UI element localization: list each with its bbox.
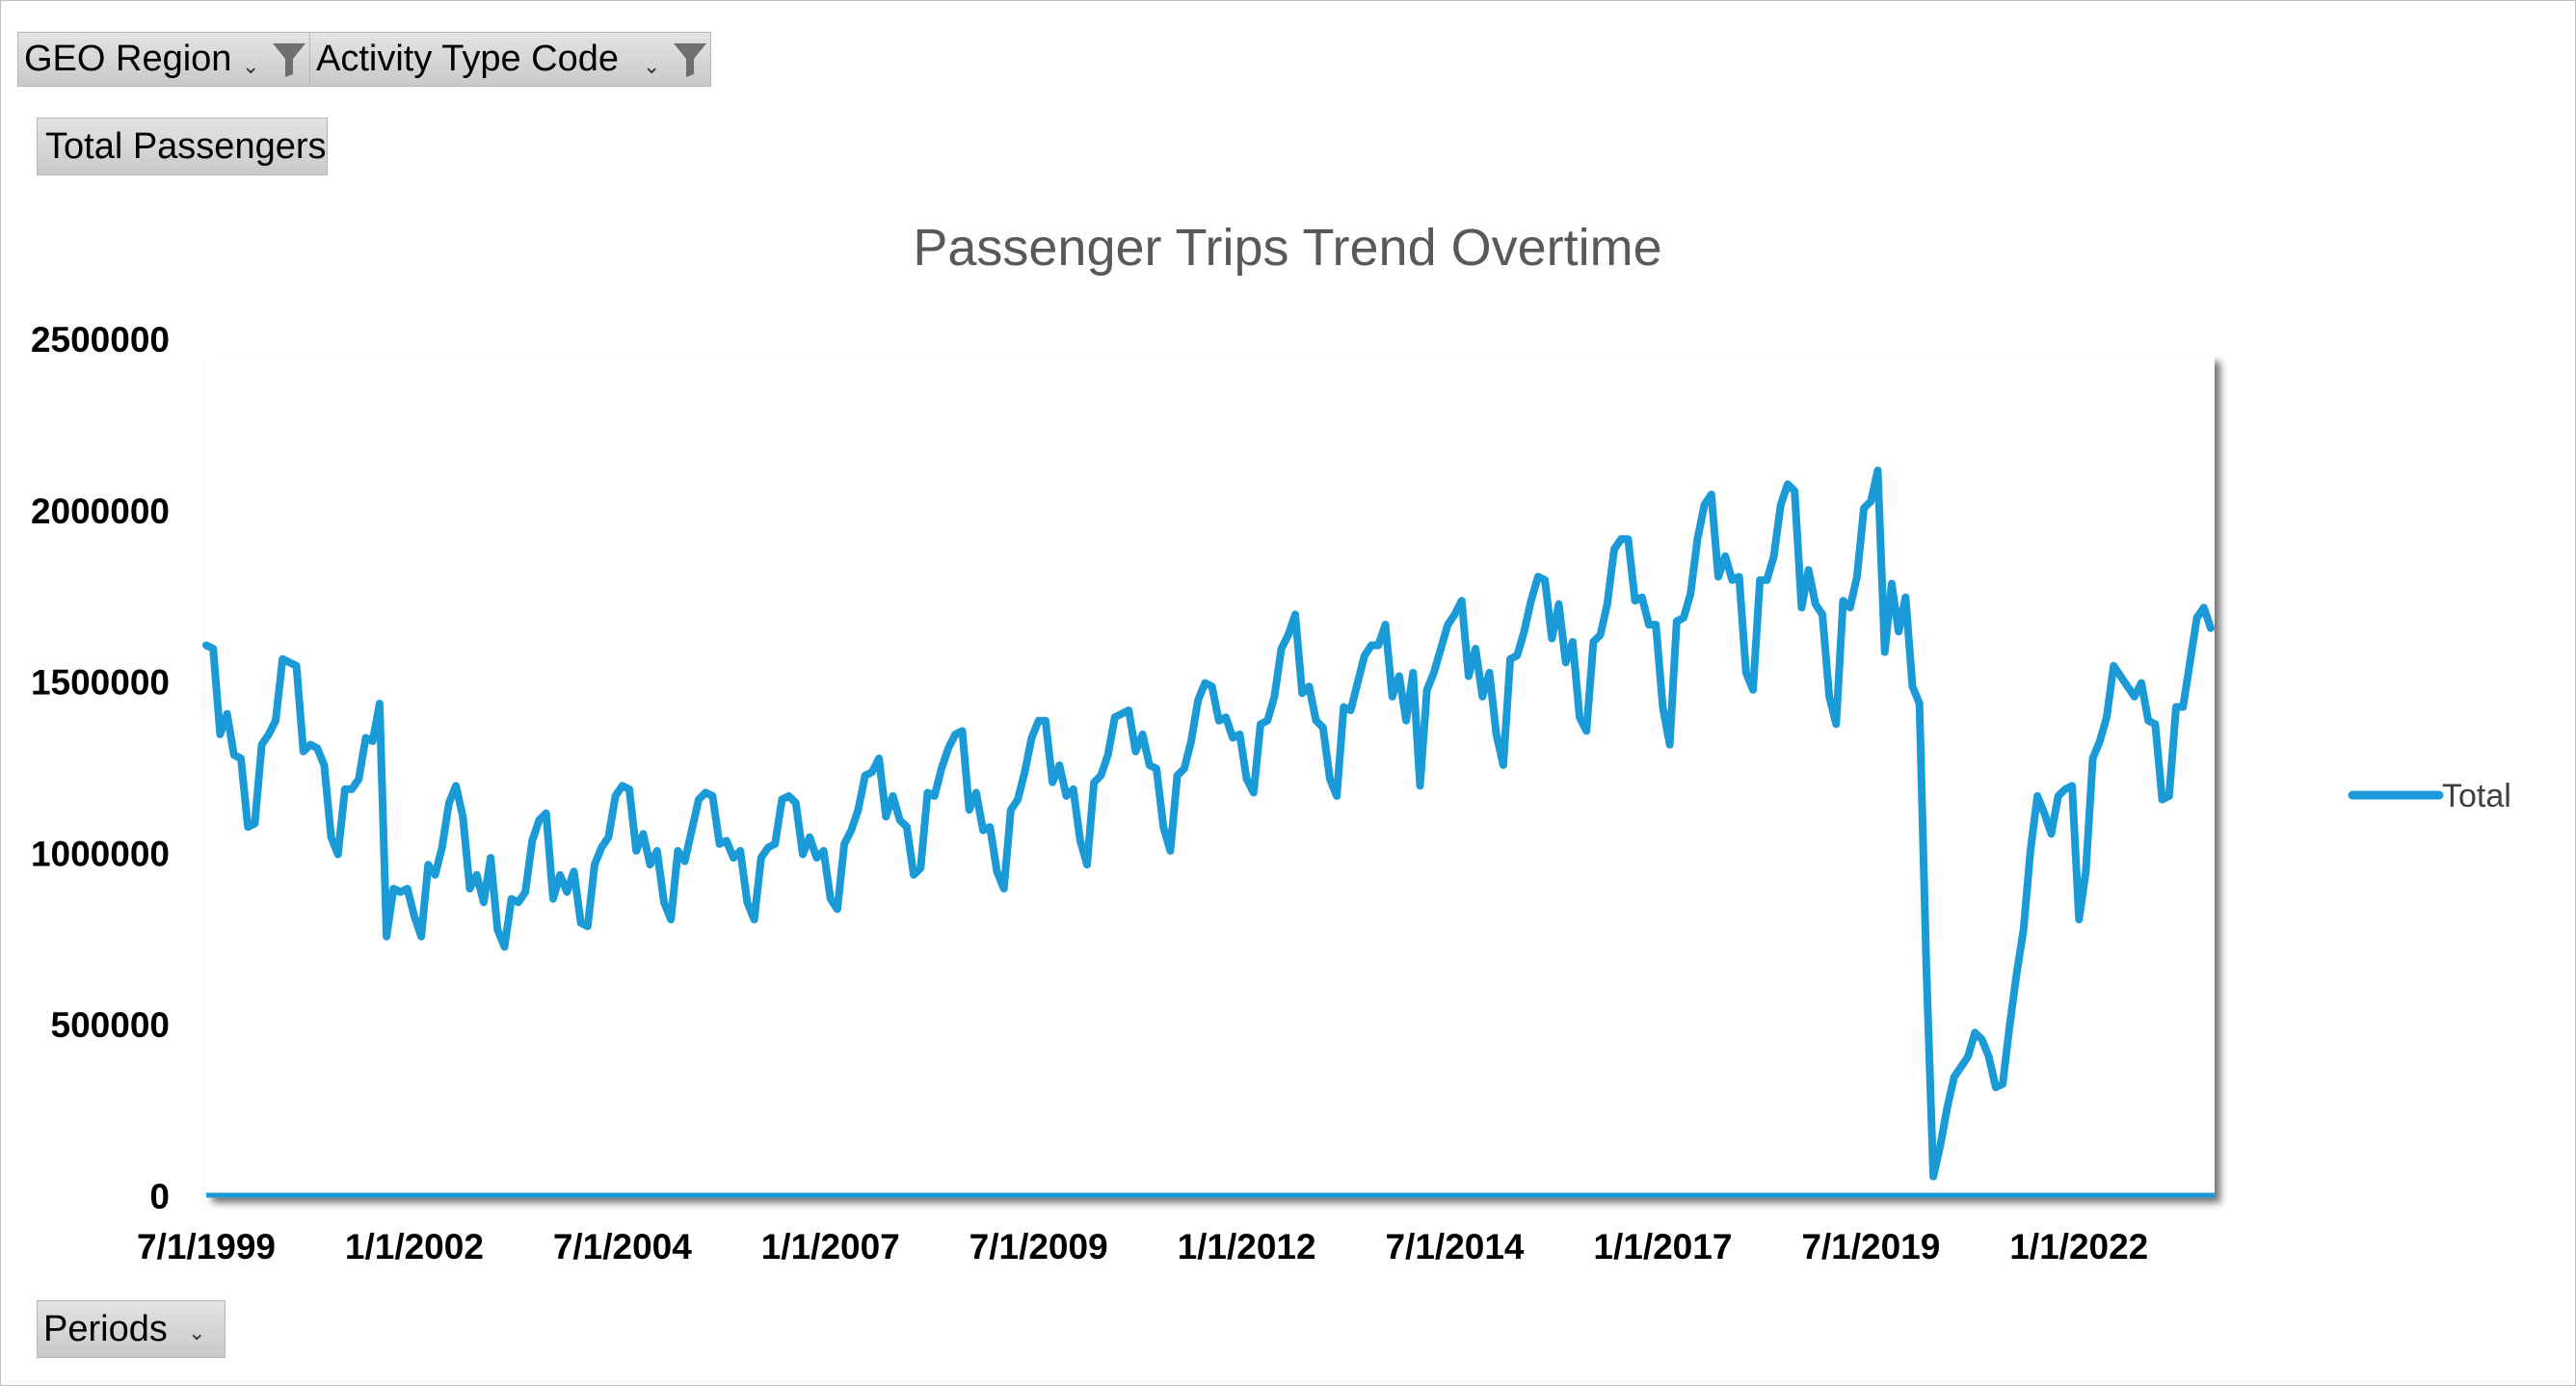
- y-axis: 0 500000 1000000 1500000 2000000 2500000: [31, 320, 170, 1216]
- geo-region-filter-button[interactable]: GEO Region ⌄: [17, 32, 311, 87]
- y-tick-label: 2500000: [31, 320, 170, 360]
- geo-region-filter-label: GEO Region: [24, 39, 232, 79]
- series-layer: [202, 466, 2215, 1181]
- chart-title: Passenger Trips Trend Overtime: [913, 219, 1661, 277]
- total-passengers-label: Total Passengers: [45, 125, 327, 167]
- periods-axis-button[interactable]: Periods ⌄: [37, 1300, 226, 1358]
- funnel-icon: [674, 43, 706, 77]
- y-tick-label: 2000000: [31, 492, 170, 531]
- x-tick-label: 7/1/2014: [1385, 1227, 1524, 1266]
- funnel-icon: [273, 43, 305, 77]
- y-tick-label: 1500000: [31, 663, 170, 703]
- activity-type-code-filter-label: Activity Type Code: [316, 39, 620, 79]
- x-tick-label: 1/1/2017: [1593, 1227, 1732, 1266]
- x-tick-label: 7/1/2004: [553, 1227, 692, 1266]
- activity-type-code-filter-button[interactable]: Activity Type Code ⌄: [309, 32, 711, 87]
- x-tick-label: 1/1/2022: [2009, 1227, 2148, 1266]
- legend-label-total: Total: [2442, 778, 2511, 814]
- x-tick-label: 7/1/2019: [1801, 1227, 1940, 1266]
- total-passengers-values-button[interactable]: Total Passengers: [37, 118, 328, 175]
- x-tick-label: 1/1/2012: [1178, 1227, 1316, 1266]
- x-tick-label: 1/1/2002: [345, 1227, 484, 1266]
- chevron-down-icon: ⌄: [188, 1320, 206, 1345]
- series-line-total: [202, 466, 2215, 1181]
- periods-axis-label: Periods: [43, 1308, 168, 1349]
- chevron-down-icon: ⌄: [242, 54, 260, 78]
- x-axis: 7/1/1999 1/1/2002 7/1/2004 1/1/2007 7/1/2009…: [137, 1192, 2215, 1266]
- legend: Total: [2348, 778, 2511, 814]
- x-tick-label: 1/1/2007: [761, 1227, 900, 1266]
- y-tick-label: 500000: [51, 1005, 170, 1045]
- y-tick-label: 0: [149, 1177, 170, 1216]
- x-tick-label: 7/1/2009: [969, 1227, 1108, 1266]
- chevron-down-icon: ⌄: [643, 54, 661, 78]
- y-tick-label: 1000000: [31, 834, 170, 873]
- plot-area: [206, 356, 2215, 1197]
- x-tick-label: 7/1/1999: [137, 1227, 276, 1266]
